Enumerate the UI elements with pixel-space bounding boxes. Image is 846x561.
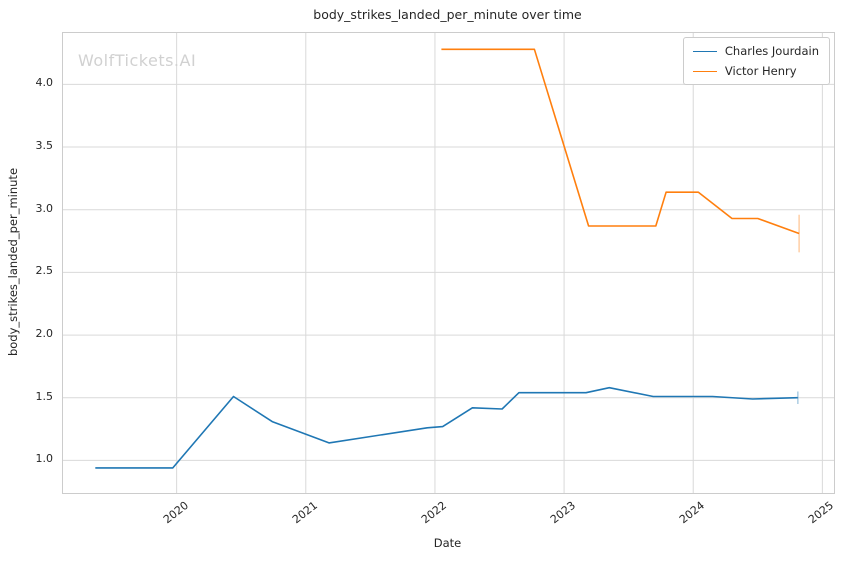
- legend-item-charles-jourdain: Charles Jourdain: [692, 44, 819, 58]
- plot-area: WolfTickets.AI Charles Jourdain Victor He…: [62, 32, 835, 494]
- x-tick-label-2022: 2022: [418, 498, 449, 527]
- y-tick-label-3.5: 3.5: [35, 139, 54, 153]
- x-tick-label-2025: 2025: [806, 498, 837, 527]
- x-tick-label-2023: 2023: [548, 498, 579, 527]
- y-tick-label-1.0: 1.0: [35, 452, 54, 466]
- y-axis-label-container: body_strikes_landed_per_minute: [4, 32, 22, 492]
- x-tick-label-2021: 2021: [289, 498, 320, 527]
- legend-line-sample: [692, 70, 717, 72]
- chart-canvas: [63, 33, 834, 493]
- y-tick-label-3.0: 3.0: [35, 201, 54, 215]
- legend-label: Victor Henry: [724, 64, 797, 78]
- y-tick-label-2.0: 2.0: [35, 327, 54, 341]
- series-line-victor-henry: [441, 48, 800, 235]
- y-tick-label-4.0: 4.0: [35, 76, 54, 90]
- series-line-charles-jourdain: [95, 386, 798, 469]
- watermark: WolfTickets.AI: [78, 51, 197, 70]
- x-axis-label: Date: [433, 536, 462, 550]
- legend-item-victor-henry: Victor Henry: [692, 64, 819, 78]
- y-tick-label-2.5: 2.5: [35, 264, 54, 278]
- y-tick-label-1.5: 1.5: [35, 389, 54, 403]
- x-tick-label-2024: 2024: [677, 498, 708, 527]
- legend-line-sample: [692, 50, 717, 52]
- x-tick-label-2020: 2020: [160, 498, 191, 527]
- legend: Charles Jourdain Victor Henry: [682, 37, 830, 85]
- legend-label: Charles Jourdain: [724, 44, 819, 58]
- chart-title: body_strikes_landed_per_minute over time: [313, 7, 582, 22]
